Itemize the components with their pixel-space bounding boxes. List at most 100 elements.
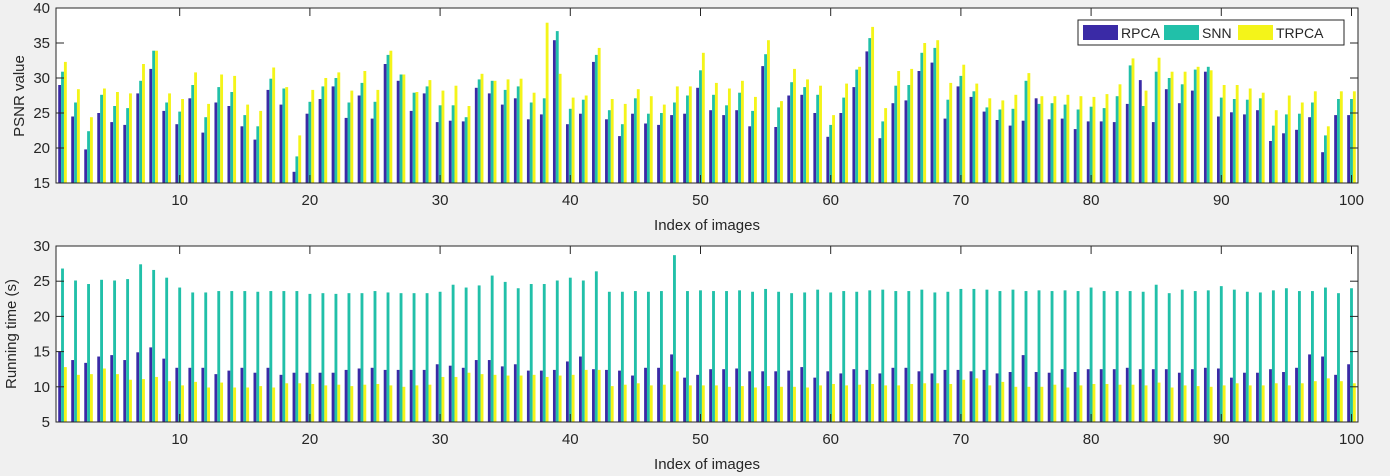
psnr-bar-rpca-32 (461, 121, 465, 183)
runtime-bar-rpca-47 (657, 367, 660, 422)
psnr-bar-trpca-35 (506, 79, 510, 183)
runtime-bar-snn-70 (959, 288, 963, 422)
runtime-bar-trpca-65 (897, 385, 901, 422)
runtime-x-tick-label-80: 80 (1083, 431, 1100, 448)
psnr-bar-rpca-15 (240, 126, 244, 183)
runtime-bar-trpca-2 (76, 374, 80, 422)
psnr-bar-rpca-92 (1243, 114, 1246, 183)
psnr-bar-snn-17 (269, 78, 273, 183)
runtime-bar-rpca-17 (266, 367, 270, 422)
psnr-bar-snn-92 (1245, 99, 1249, 183)
runtime-bar-snn-57 (790, 293, 794, 422)
psnr-bar-rpca-19 (292, 171, 296, 183)
runtime-bar-rpca-66 (904, 367, 908, 422)
runtime-bar-snn-60 (829, 292, 833, 422)
psnr-bar-trpca-49 (688, 86, 692, 183)
psnr-bar-rpca-95 (1282, 133, 1285, 183)
psnr-x-tick-label-10: 10 (171, 192, 188, 209)
psnr-bar-trpca-19 (298, 135, 302, 183)
psnr-bar-trpca-99 (1339, 91, 1343, 183)
runtime-bar-rpca-59 (813, 377, 817, 422)
psnr-bar-rpca-99 (1334, 115, 1338, 183)
runtime-bar-trpca-82 (1118, 384, 1122, 422)
psnr-bar-trpca-25 (376, 89, 380, 183)
psnr-bar-snn-42 (594, 54, 598, 184)
psnr-x-axis-label: Index of images (654, 217, 760, 234)
psnr-bar-trpca-28 (415, 92, 419, 183)
psnr-bar-rpca-23 (344, 117, 348, 183)
runtime-bar-rpca-68 (930, 373, 934, 422)
runtime-bar-snn-81 (1102, 291, 1106, 422)
runtime-bar-rpca-22 (331, 372, 335, 422)
psnr-bar-snn-60 (829, 124, 833, 183)
psnr-bar-rpca-55 (761, 66, 765, 183)
runtime-bar-trpca-92 (1248, 385, 1252, 422)
runtime-bar-snn-38 (542, 284, 546, 422)
runtime-x-tick-label-50: 50 (692, 431, 709, 448)
psnr-bar-trpca-62 (858, 66, 862, 183)
runtime-bar-rpca-74 (1008, 372, 1012, 422)
psnr-bar-trpca-88 (1196, 66, 1200, 183)
runtime-bar-rpca-72 (982, 369, 986, 422)
psnr-bar-trpca-69 (949, 82, 953, 183)
psnr-bar-snn-61 (842, 97, 846, 183)
runtime-bar-snn-41 (581, 280, 585, 422)
runtime-bar-rpca-8 (149, 347, 153, 422)
psnr-bar-trpca-81 (1105, 94, 1109, 183)
runtime-bar-trpca-42 (597, 369, 601, 422)
runtime-bar-snn-64 (881, 289, 885, 422)
legend-label-rpca: RPCA (1121, 25, 1161, 41)
psnr-bar-rpca-41 (579, 113, 582, 183)
psnr-bar-trpca-14 (233, 75, 237, 183)
runtime-bar-rpca-30 (435, 364, 439, 422)
psnr-bar-rpca-5 (110, 122, 114, 183)
runtime-bar-rpca-7 (136, 352, 140, 422)
runtime-bar-snn-61 (842, 291, 846, 422)
psnr-bar-trpca-78 (1066, 94, 1070, 183)
runtime-bar-trpca-1 (63, 367, 67, 422)
runtime-bar-trpca-80 (1092, 383, 1096, 422)
psnr-bar-snn-4 (100, 94, 103, 183)
psnr-bar-rpca-96 (1295, 129, 1298, 183)
runtime-bar-trpca-83 (1131, 384, 1135, 422)
psnr-bar-snn-84 (1141, 106, 1145, 183)
runtime-bar-snn-30 (438, 291, 442, 422)
psnr-bar-rpca-74 (1008, 125, 1012, 183)
runtime-bar-trpca-61 (845, 385, 848, 422)
psnr-bar-trpca-84 (1144, 90, 1148, 183)
psnr-bar-snn-36 (516, 86, 520, 183)
psnr-x-tick-label-50: 50 (692, 192, 709, 209)
runtime-bar-trpca-56 (780, 386, 783, 422)
psnr-bar-rpca-9 (162, 110, 166, 183)
psnr-bar-trpca-86 (1170, 71, 1174, 183)
psnr-bars (58, 22, 1356, 184)
psnr-bar-rpca-36 (513, 98, 517, 183)
runtime-bar-rpca-41 (579, 356, 582, 422)
runtime-bar-rpca-44 (618, 370, 621, 422)
psnr-bar-trpca-91 (1235, 85, 1239, 183)
psnr-bar-rpca-79 (1073, 129, 1077, 183)
runtime-bar-rpca-40 (565, 361, 569, 422)
psnr-bar-snn-50 (699, 70, 702, 183)
psnr-bar-rpca-86 (1164, 89, 1168, 183)
psnr-bar-snn-38 (542, 98, 546, 183)
runtime-bar-snn-82 (1115, 291, 1119, 422)
psnr-bar-trpca-8 (155, 50, 158, 184)
runtime-bar-rpca-29 (422, 369, 426, 422)
runtime-bar-trpca-31 (454, 376, 458, 422)
psnr-bar-rpca-77 (1047, 119, 1051, 183)
psnr-bar-snn-65 (894, 85, 898, 183)
psnr-bar-trpca-12 (207, 103, 211, 183)
runtime-bar-rpca-37 (526, 370, 530, 422)
psnr-bar-rpca-8 (149, 68, 153, 183)
psnr-bar-snn-34 (490, 80, 494, 183)
runtime-x-tick-label-100: 100 (1339, 431, 1364, 448)
runtime-bar-trpca-12 (207, 387, 211, 422)
runtime-bar-trpca-66 (910, 383, 914, 422)
runtime-bar-rpca-46 (644, 367, 647, 422)
psnr-bar-snn-35 (503, 89, 507, 183)
runtime-bar-snn-97 (1311, 291, 1314, 422)
psnr-bar-rpca-49 (683, 113, 687, 183)
psnr-bar-snn-33 (477, 79, 481, 183)
